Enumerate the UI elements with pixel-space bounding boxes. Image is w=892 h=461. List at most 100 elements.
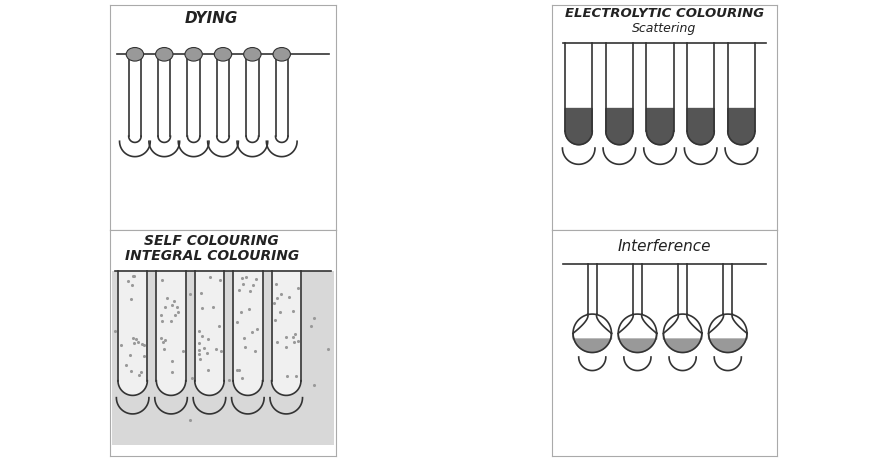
Polygon shape (606, 108, 633, 145)
Point (160, 294, 174, 301)
Point (285, 307, 300, 314)
Point (214, 347, 228, 355)
Point (126, 334, 140, 341)
Point (164, 317, 178, 325)
Point (230, 319, 244, 326)
Point (128, 335, 143, 343)
Point (124, 296, 138, 303)
Point (124, 367, 138, 375)
Point (195, 305, 210, 312)
Point (288, 330, 302, 337)
Point (158, 336, 172, 343)
Point (170, 303, 185, 311)
Point (285, 333, 300, 340)
Polygon shape (647, 108, 673, 145)
Point (135, 368, 149, 375)
Point (238, 273, 252, 280)
Polygon shape (573, 333, 611, 353)
Point (268, 280, 283, 288)
Point (176, 347, 190, 354)
Point (114, 341, 128, 349)
Point (167, 297, 181, 304)
Point (282, 294, 296, 301)
Polygon shape (156, 271, 186, 396)
Point (158, 303, 172, 310)
Point (238, 344, 252, 351)
Text: ELECTROLYTIC COLOURING: ELECTROLYTIC COLOURING (565, 7, 764, 20)
Polygon shape (664, 333, 702, 353)
Point (183, 416, 197, 423)
Ellipse shape (185, 47, 202, 61)
Text: Scattering: Scattering (632, 22, 697, 35)
Ellipse shape (155, 47, 173, 61)
Text: INTEGRAL COLOURING: INTEGRAL COLOURING (125, 249, 299, 264)
Point (120, 361, 134, 369)
Point (280, 372, 294, 380)
Ellipse shape (214, 47, 232, 61)
Point (268, 299, 282, 307)
Point (200, 349, 214, 357)
Point (273, 308, 287, 315)
Point (125, 282, 139, 289)
Point (108, 327, 122, 335)
Point (242, 305, 256, 313)
Point (291, 285, 305, 292)
Point (165, 357, 179, 364)
Point (195, 332, 210, 340)
Polygon shape (687, 108, 714, 145)
Point (232, 367, 246, 374)
Point (193, 355, 207, 363)
Point (235, 274, 249, 281)
Point (192, 339, 206, 347)
Point (289, 373, 303, 380)
Point (123, 351, 137, 359)
Point (222, 377, 236, 384)
Point (229, 366, 244, 373)
Point (201, 335, 215, 342)
Point (269, 338, 284, 346)
Point (135, 340, 149, 348)
Text: SELF COLOURING: SELF COLOURING (145, 234, 279, 248)
Point (192, 347, 206, 354)
Point (171, 308, 186, 315)
Point (307, 381, 321, 389)
Text: Interference: Interference (618, 239, 711, 254)
Point (154, 312, 169, 319)
Point (136, 352, 151, 360)
Point (279, 343, 293, 351)
Point (286, 338, 301, 346)
Point (235, 374, 249, 382)
Point (203, 273, 218, 281)
Point (304, 323, 318, 330)
Ellipse shape (126, 47, 144, 61)
Polygon shape (194, 271, 224, 396)
Point (183, 290, 197, 298)
Point (165, 301, 179, 308)
Text: DYING: DYING (185, 11, 238, 26)
Point (213, 277, 227, 284)
Point (168, 311, 182, 318)
Polygon shape (618, 333, 657, 353)
Point (248, 348, 262, 355)
Point (307, 314, 321, 321)
Point (127, 339, 141, 346)
Point (236, 280, 251, 288)
Point (206, 303, 220, 310)
Polygon shape (728, 108, 755, 145)
Polygon shape (566, 108, 592, 145)
Point (269, 294, 284, 301)
Point (291, 337, 305, 345)
Point (127, 272, 141, 280)
Point (201, 366, 215, 373)
Polygon shape (708, 333, 747, 353)
Point (244, 287, 258, 295)
Point (127, 272, 141, 280)
Point (278, 333, 293, 341)
Point (250, 325, 264, 333)
Point (132, 372, 146, 379)
Point (157, 345, 171, 352)
Point (192, 350, 206, 358)
Point (165, 368, 179, 375)
Point (232, 287, 246, 294)
Point (155, 277, 169, 284)
